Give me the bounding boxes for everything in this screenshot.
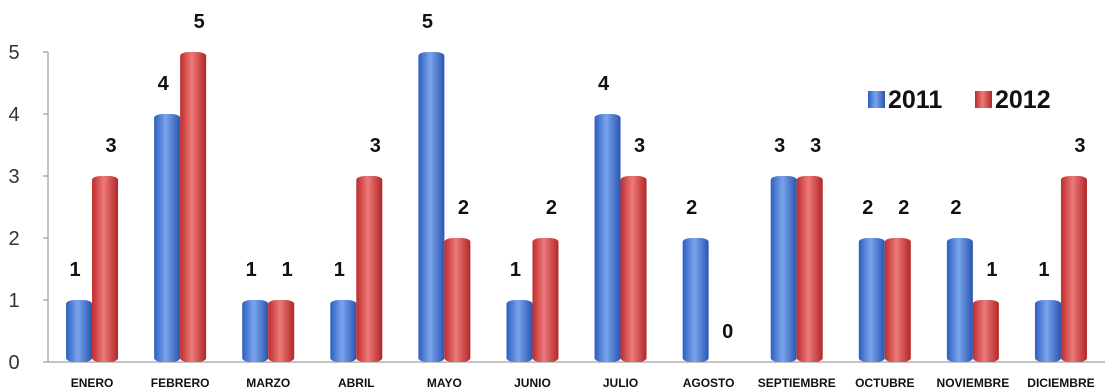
x-tick-label-octubre: OCTUBRE — [855, 376, 914, 390]
data-label-2012-octubre: 2 — [898, 197, 909, 219]
data-label-2011-febrero: 4 — [158, 73, 170, 95]
data-label-2011-junio: 1 — [510, 259, 521, 281]
bar-2012-noviembre — [972, 300, 999, 362]
data-label-2011-marzo: 1 — [246, 259, 257, 281]
x-tick-label-agosto: AGOSTO — [683, 376, 735, 390]
bar-2011-noviembre — [946, 238, 973, 362]
bar-2011-marzo — [242, 300, 269, 362]
x-tick-label-septiembre: SEPTIEMBRE — [758, 376, 836, 390]
bar-2012-junio — [532, 238, 559, 362]
data-label-2012-abril: 3 — [370, 135, 381, 157]
y-tick-label: 2 — [8, 228, 19, 250]
bar-2012-julio — [620, 176, 647, 362]
data-label-2012-enero: 3 — [105, 135, 116, 157]
bar-2012-febrero — [180, 52, 207, 362]
data-label-2012-diciembre: 3 — [1074, 135, 1085, 157]
y-tick-label: 3 — [8, 166, 19, 188]
x-tick-label-enero: ENERO — [71, 376, 114, 390]
bar-2011-enero — [66, 300, 93, 362]
bar-2011-agosto — [682, 238, 709, 362]
legend-label-2012: 2012 — [995, 86, 1051, 114]
bar-2012-septiembre — [796, 176, 823, 362]
data-label-2012-junio: 2 — [546, 197, 557, 219]
x-tick-label-diciembre: DICIEMBRE — [1027, 376, 1094, 390]
data-label-2011-agosto: 2 — [686, 197, 697, 219]
bar-2011-julio — [594, 114, 621, 362]
bar-2011-mayo — [418, 52, 445, 362]
bar-2011-abril — [330, 300, 357, 362]
data-label-2011-octubre: 2 — [862, 197, 873, 219]
x-tick-label-mayo: MAYO — [427, 376, 462, 390]
data-label-2011-mayo: 5 — [422, 11, 433, 33]
x-tick-label-febrero: FEBRERO — [151, 376, 210, 390]
x-tick-label-junio: JUNIO — [514, 376, 551, 390]
y-tick-label: 5 — [8, 42, 19, 64]
data-label-2011-julio: 4 — [598, 73, 610, 95]
data-label-2012-noviembre: 1 — [986, 259, 997, 281]
data-label-2011-abril: 1 — [334, 259, 345, 281]
bar-2012-mayo — [444, 238, 471, 362]
bar-2012-octubre — [884, 238, 911, 362]
data-label-2011-noviembre: 2 — [950, 197, 961, 219]
data-label-2012-agosto: 0 — [722, 321, 733, 343]
data-label-2011-diciembre: 1 — [1038, 259, 1049, 281]
data-label-2011-septiembre: 3 — [774, 135, 785, 157]
bar-2012-marzo — [268, 300, 295, 362]
x-tick-label-abril: ABRIL — [338, 376, 375, 390]
y-tick-label: 1 — [8, 290, 19, 312]
legend-swatch-2011 — [868, 91, 885, 108]
bar-2012-diciembre — [1060, 176, 1087, 362]
legend-swatch-2012 — [975, 91, 992, 108]
data-label-2011-enero: 1 — [69, 259, 80, 281]
data-label-2012-febrero: 5 — [194, 11, 205, 33]
x-tick-label-marzo: MARZO — [246, 376, 290, 390]
bar-2011-octubre — [858, 238, 885, 362]
bar-2011-diciembre — [1034, 300, 1061, 362]
bar-2011-septiembre — [770, 176, 797, 362]
x-tick-label-noviembre: NOVIEMBRE — [937, 376, 1010, 390]
bar-2012-enero — [92, 176, 119, 362]
y-tick-label: 0 — [8, 352, 19, 374]
data-label-2012-marzo: 1 — [282, 259, 293, 281]
legend-label-2011: 2011 — [888, 86, 942, 114]
bar-2012-abril — [356, 176, 383, 362]
data-label-2012-septiembre: 3 — [810, 135, 821, 157]
bar-2011-febrero — [154, 114, 181, 362]
y-tick-label: 4 — [8, 104, 19, 126]
data-label-2012-mayo: 2 — [458, 197, 469, 219]
data-label-2012-julio: 3 — [634, 135, 645, 157]
bar-2011-junio — [506, 300, 533, 362]
x-tick-label-julio: JULIO — [603, 376, 638, 390]
